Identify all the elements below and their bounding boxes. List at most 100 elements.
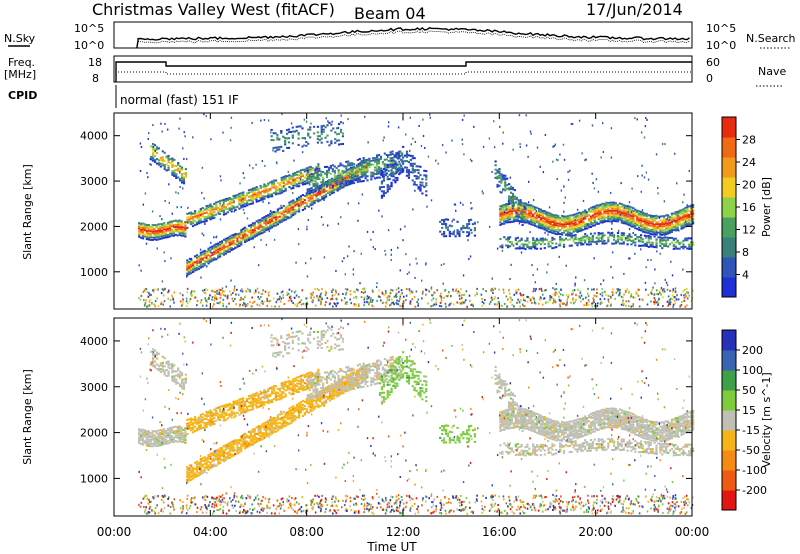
power-echo-cell — [472, 305, 475, 308]
velocity-echo-cell — [138, 441, 141, 444]
power-echo-cell — [518, 245, 521, 248]
power-echo-cell — [272, 216, 276, 219]
power-echo-cell — [398, 152, 401, 155]
power-echo-cell — [601, 215, 604, 218]
velocity-echo-cell — [143, 431, 147, 434]
power-echo-cell — [641, 224, 645, 227]
power-echo-cell — [630, 220, 633, 223]
power-echo-cell — [326, 297, 329, 300]
power-echo-cell — [315, 199, 318, 202]
power-echo-cell — [613, 208, 616, 211]
power-echo-cell — [184, 135, 186, 138]
power-echo-cell — [209, 251, 212, 254]
power-echo-cell — [603, 204, 606, 207]
power-echo-cell — [663, 225, 666, 228]
power-echo-cell — [223, 294, 225, 297]
power-echo-cell — [265, 215, 268, 218]
power-echo-cell — [240, 200, 243, 203]
power-echo-cell — [344, 174, 347, 177]
power-echo-cell — [595, 215, 598, 218]
power-echo-cell — [638, 224, 641, 227]
power-echo-cell — [138, 227, 141, 230]
power-echo-cell — [288, 204, 291, 207]
power-echo-cell — [665, 231, 668, 234]
power-echo-cell — [356, 165, 359, 168]
power-echo-cell — [653, 217, 656, 220]
power-echo-cell — [316, 171, 319, 174]
power-echo-cell — [534, 206, 537, 209]
power-echo-cell — [205, 260, 208, 263]
power-echo-cell — [282, 215, 285, 218]
power-echo-cell — [622, 234, 625, 237]
nsearch-tick-top: 10^5 — [706, 22, 736, 35]
power-echo-cell — [272, 132, 275, 135]
power-echo-cell — [657, 231, 660, 234]
power-echo-cell — [307, 205, 310, 208]
power-echo-cell — [305, 194, 308, 197]
power-echo-cell — [593, 205, 596, 208]
power-echo-cell — [153, 234, 156, 237]
power-echo-cell — [265, 229, 268, 232]
power-echo-cell — [180, 179, 184, 182]
power-echo-cell — [336, 302, 339, 305]
power-echo-cell — [274, 146, 277, 149]
power-echo-cell — [405, 156, 409, 159]
power-echo-cell — [403, 166, 407, 169]
power-echo-cell — [326, 140, 329, 143]
velocity-echo-cell — [168, 433, 172, 436]
power-echo-cell — [674, 221, 677, 224]
power-echo-cell — [355, 288, 358, 291]
power-echo-cell — [468, 218, 471, 221]
power-echo-cell — [159, 156, 162, 159]
power-echo-cell — [318, 135, 321, 138]
power-echo-cell — [611, 294, 614, 297]
power-echo-cell — [539, 210, 542, 213]
power-echo-cell — [614, 212, 618, 215]
power-echo-cell — [493, 120, 495, 123]
power-echo-cell — [242, 238, 245, 241]
power-echo-cell — [171, 165, 174, 168]
power-echo-cell — [179, 185, 181, 189]
power-echo-cell — [292, 211, 295, 214]
power-echo-cell — [239, 182, 241, 185]
power-echo-cell — [263, 222, 266, 225]
power-echo-cell — [535, 212, 539, 215]
power-echo-cell — [180, 221, 183, 224]
power-echo-cell — [628, 257, 630, 260]
power-echo-cell — [528, 207, 531, 210]
power-echo-cell — [384, 169, 387, 172]
power-echo-cell — [141, 232, 145, 235]
nsky-tick-bottom: 10^0 — [74, 39, 104, 52]
power-echo-cell — [360, 296, 363, 299]
power-echo-cell — [161, 160, 164, 163]
power-echo-cell — [628, 234, 631, 237]
power-echo-cell — [282, 211, 285, 214]
power-echo-cell — [576, 244, 579, 247]
power-echo-cell — [589, 243, 593, 246]
power-echo-cell — [507, 240, 510, 243]
power-echo-cell — [570, 232, 573, 235]
power-echo-cell — [374, 158, 377, 161]
power-echo-cell — [232, 239, 235, 243]
power-echo-cell — [684, 245, 687, 248]
power-echo-cell — [213, 202, 216, 205]
power-echo-cell — [622, 232, 625, 235]
power-echo-cell — [614, 242, 618, 245]
power-echo-cell — [505, 213, 508, 216]
power-echo-cell — [653, 301, 656, 304]
power-echo-cell — [666, 218, 668, 221]
power-echo-cell — [383, 158, 386, 161]
power-echo-cell — [305, 167, 308, 170]
power-echo-cell — [382, 301, 385, 304]
power-echo-cell — [587, 287, 589, 290]
power-echo-cell — [215, 251, 218, 254]
power-echo-cell — [363, 298, 366, 301]
power-echo-cell — [454, 235, 457, 238]
power-echo-cell — [151, 226, 154, 229]
power-echo-cell — [616, 209, 619, 212]
power-echo-cell — [386, 190, 389, 193]
power-echo-cell — [244, 230, 247, 234]
power-echo-cell — [459, 302, 462, 305]
power-echo-cell — [390, 259, 392, 262]
